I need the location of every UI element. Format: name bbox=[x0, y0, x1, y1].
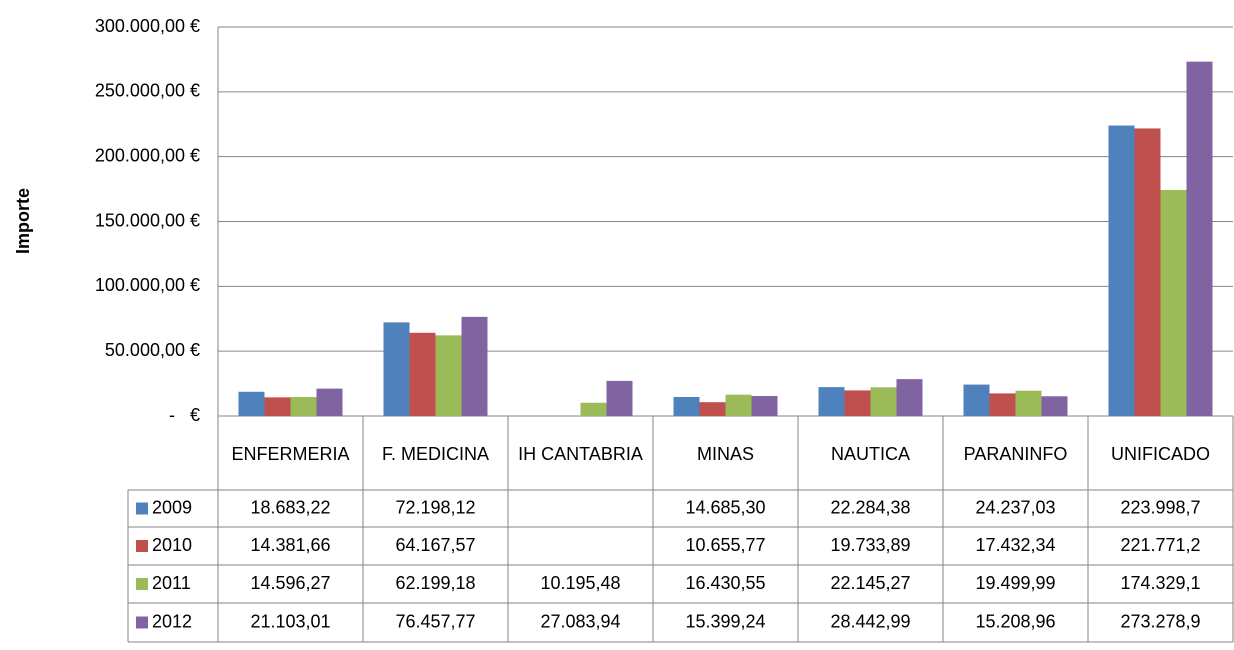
bar bbox=[896, 379, 923, 416]
table-value: 72.198,12 bbox=[395, 497, 475, 517]
bar bbox=[1108, 125, 1135, 417]
legend-label: 2011 bbox=[152, 573, 191, 593]
bar bbox=[1134, 128, 1161, 416]
table-value: 19.733,89 bbox=[830, 535, 910, 555]
bar bbox=[461, 316, 488, 416]
bar bbox=[1041, 396, 1068, 416]
bar bbox=[1160, 189, 1187, 416]
legend-label: 2009 bbox=[152, 497, 192, 517]
legend-swatch bbox=[136, 578, 148, 590]
table-value: 22.145,27 bbox=[830, 573, 910, 593]
table-value: 15.208,96 bbox=[975, 611, 1055, 631]
bar bbox=[409, 332, 436, 416]
x-tick-label: IH CANTABRIA bbox=[518, 444, 643, 464]
bar bbox=[844, 390, 871, 416]
category-cell: PARANINFO bbox=[963, 444, 1068, 464]
table-value: 64.167,57 bbox=[395, 535, 475, 555]
bar bbox=[316, 388, 343, 416]
legend-swatch bbox=[136, 502, 148, 515]
bar bbox=[673, 396, 700, 416]
x-tick-label: NAUTICA bbox=[830, 444, 910, 464]
table-value: 273.278,9 bbox=[1120, 611, 1200, 631]
table-value: 10.195,48 bbox=[540, 573, 620, 593]
table-value: 16.430,55 bbox=[685, 573, 765, 593]
bar bbox=[238, 391, 265, 416]
y-tick-label: 100.000,00 € bbox=[95, 275, 200, 295]
category-cell: F. MEDICINA bbox=[381, 444, 489, 464]
table-value: 22.284,38 bbox=[830, 497, 910, 517]
x-tick-label: ENFERMERIA bbox=[231, 444, 350, 464]
y-tick-label: 200.000,00 € bbox=[95, 145, 200, 165]
table-value: 76.457,77 bbox=[395, 611, 475, 631]
bar bbox=[818, 387, 845, 416]
bar bbox=[383, 322, 410, 416]
bar bbox=[1186, 61, 1213, 416]
x-tick-label: F. MEDICINA bbox=[381, 444, 489, 464]
bar bbox=[1015, 390, 1042, 416]
x-tick-label: PARANINFO bbox=[963, 444, 1068, 464]
y-tick-label: 250.000,00 € bbox=[95, 81, 200, 101]
y-tick-label: - € bbox=[169, 405, 200, 425]
category-cell: IH CANTABRIA bbox=[518, 444, 643, 464]
bar bbox=[606, 380, 633, 416]
y-tick-label: 150.000,00 € bbox=[95, 210, 200, 230]
table-value: 28.442,99 bbox=[830, 611, 910, 631]
table-value: 17.432,34 bbox=[975, 535, 1055, 555]
table-value: 221.771,2 bbox=[1120, 535, 1200, 555]
table-value: 21.103,01 bbox=[250, 611, 330, 631]
bar bbox=[963, 384, 990, 416]
bar bbox=[435, 335, 462, 416]
table-value: 14.685,30 bbox=[685, 497, 765, 517]
legend-label: 2010 bbox=[152, 535, 192, 555]
x-tick-label: UNIFICADO bbox=[1111, 444, 1210, 464]
table-value: 18.683,22 bbox=[250, 497, 330, 517]
bar bbox=[870, 387, 897, 416]
bar bbox=[725, 394, 752, 416]
y-tick-label: 300.000,00 € bbox=[95, 16, 200, 36]
legend-swatch bbox=[136, 616, 148, 629]
table-value: 14.381,66 bbox=[250, 535, 330, 555]
category-cell: NAUTICA bbox=[830, 444, 910, 464]
table-value: 62.199,18 bbox=[395, 573, 475, 593]
category-cell: ENFERMERIA bbox=[231, 444, 350, 464]
table-value: 14.596,27 bbox=[250, 573, 330, 593]
bar bbox=[290, 397, 317, 416]
bar bbox=[580, 402, 607, 416]
table-value: 10.655,77 bbox=[685, 535, 765, 555]
table-value: 27.083,94 bbox=[540, 611, 620, 631]
bar bbox=[989, 393, 1016, 416]
bar bbox=[699, 402, 726, 416]
table-value: 24.237,03 bbox=[975, 497, 1055, 517]
y-tick-label: 50.000,00 € bbox=[105, 340, 200, 360]
y-axis-label: Importe bbox=[13, 188, 33, 254]
category-cell: UNIFICADO bbox=[1111, 444, 1210, 464]
category-cell: MINAS bbox=[696, 444, 754, 464]
table-value: 15.399,24 bbox=[685, 611, 765, 631]
legend-label: 2012 bbox=[152, 611, 192, 631]
table-value: 223.998,7 bbox=[1120, 497, 1200, 517]
legend-swatch bbox=[136, 540, 148, 552]
x-tick-label: MINAS bbox=[696, 444, 754, 464]
bar bbox=[751, 396, 778, 416]
table-value: 174.329,1 bbox=[1120, 573, 1200, 593]
table-value: 19.499,99 bbox=[975, 573, 1055, 593]
bar bbox=[264, 397, 291, 416]
